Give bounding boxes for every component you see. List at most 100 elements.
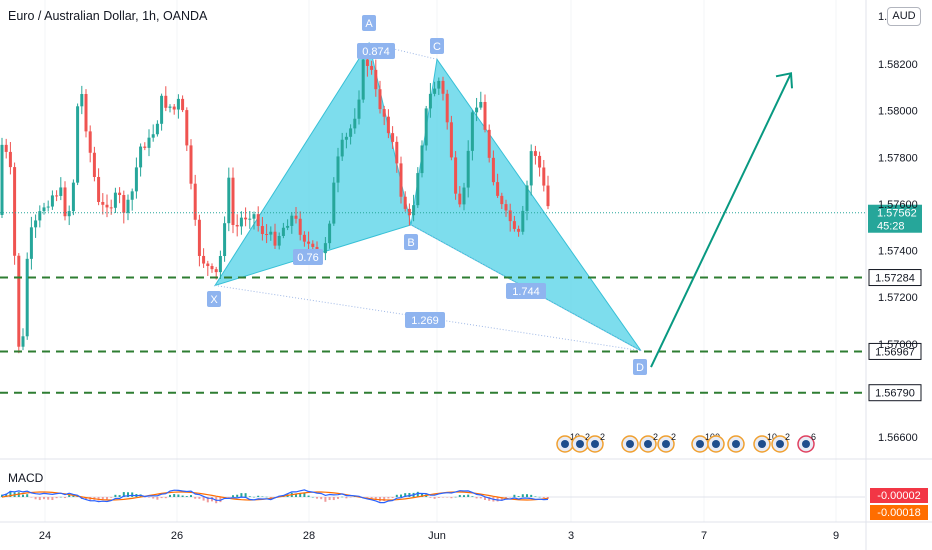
macd-histogram-bar [202, 497, 205, 501]
candle-body [546, 185, 550, 207]
candle-body [374, 69, 378, 90]
macd-histogram-bar [433, 497, 436, 499]
candle-body [197, 219, 201, 256]
candle-body [302, 234, 306, 242]
candle-body [134, 167, 138, 192]
macd-histogram-bar [324, 497, 327, 502]
candle-body [475, 107, 479, 113]
pattern-annotations: A C B X D 0.874 0.76 1.744 1.269 [207, 15, 793, 375]
macd-histogram-bar [517, 496, 520, 497]
macd-histogram-bar [43, 497, 45, 500]
event-flag-icon [591, 440, 599, 448]
candle-body [147, 137, 151, 148]
candle-body [38, 211, 42, 221]
event-flag-icon [662, 440, 670, 448]
macd-histogram-bar [345, 497, 348, 499]
candle-body [273, 231, 277, 246]
candle-body [80, 94, 84, 107]
event-count: 2 [671, 432, 676, 442]
candle-body [155, 123, 159, 135]
candle-body [365, 59, 369, 66]
candle-body [395, 141, 399, 164]
macd-histogram-bar [505, 497, 507, 499]
candle-body [168, 106, 172, 108]
candle-body [357, 99, 361, 119]
candle-body [344, 136, 348, 140]
candle-body [454, 157, 458, 194]
candle-body [370, 65, 374, 70]
candle-body [349, 128, 353, 137]
candle-body [105, 204, 109, 208]
candle-body [487, 129, 491, 158]
macd-histogram-bar [370, 497, 373, 499]
macd-histogram-bar [421, 493, 423, 497]
candle-body [252, 214, 256, 219]
macd-histogram-bar [26, 494, 29, 497]
macd-histogram-bar [521, 494, 524, 497]
current-price-label: 1.57562 [877, 208, 917, 220]
point-label-c: C [433, 41, 441, 53]
currency-button[interactable]: AUD [887, 7, 921, 26]
candle-body [265, 234, 269, 236]
candle-body [256, 214, 260, 227]
macd-histogram-bar [219, 497, 222, 503]
event-count: 2 [653, 432, 658, 442]
time-tick-label: 26 [171, 530, 183, 542]
candle-body [424, 108, 428, 146]
point-label-x: X [210, 294, 218, 306]
macd-histogram-bar [194, 497, 197, 499]
candle-body [235, 224, 239, 227]
macd-histogram-bar [400, 494, 402, 497]
projection-arrow-head [775, 72, 793, 89]
macd-histogram-bar [160, 497, 163, 499]
level-badge [868, 269, 922, 287]
point-label-d-bg [633, 359, 647, 375]
candle-body [441, 80, 445, 94]
time-tick-label: 28 [303, 530, 315, 542]
macd-title: MACD [8, 471, 44, 485]
candle-body [491, 157, 495, 183]
candle-body [122, 195, 126, 213]
candle-body [0, 144, 4, 215]
event-badges[interactable]: 1022221001026 [556, 432, 816, 453]
macd-histogram-bar [374, 497, 377, 500]
event-flag-icon [712, 440, 720, 448]
macd-histogram-bar [454, 496, 457, 498]
macd-histogram-bar [9, 490, 12, 497]
ratio-label-bcd: 1.744 [512, 286, 540, 298]
macd-histogram-bar [500, 497, 503, 501]
macd-histogram-bar [236, 494, 239, 497]
macd-histogram-bar [538, 496, 541, 498]
candle-body [470, 112, 474, 151]
macd-histogram-bar [526, 494, 528, 497]
event-flag-icon [732, 440, 740, 448]
macd-histogram-bar [227, 497, 230, 498]
macd-histogram-bar [391, 497, 394, 499]
candle-body [160, 95, 164, 124]
candle-body [361, 59, 365, 100]
signal-value-badge [870, 505, 928, 520]
macd-histogram-bar [320, 497, 323, 500]
candle-body [416, 173, 420, 206]
candle-body [172, 106, 176, 110]
event-flag-icon [696, 440, 704, 448]
macd-histogram-bar [332, 497, 335, 501]
macd-histogram-bar [484, 497, 486, 500]
candle-body [290, 215, 294, 226]
macd-histogram-bar [458, 495, 461, 497]
candle-body [239, 217, 243, 227]
candle-body [248, 218, 252, 220]
candle-body [223, 223, 227, 257]
candle-body [420, 145, 424, 174]
macd-histogram-bar [55, 497, 58, 499]
macd-histogram-bar [387, 497, 390, 499]
macd-histogram-bar [404, 493, 407, 497]
candle-body [202, 255, 206, 264]
candle-body [227, 177, 231, 224]
price-tick-label: 1.58000 [878, 106, 918, 118]
price-tick-label: 1.57600 [878, 199, 918, 211]
macd-histogram-bar [542, 497, 545, 499]
candle-body [101, 201, 105, 205]
candle-body [118, 192, 122, 196]
